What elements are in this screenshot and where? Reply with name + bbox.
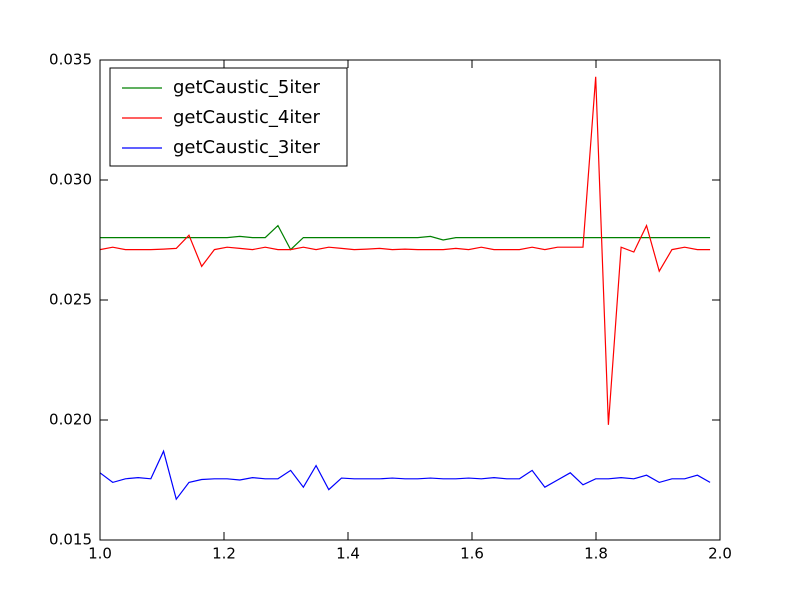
y-tick-label: 0.025 xyxy=(49,291,92,309)
legend-box xyxy=(109,67,348,167)
plot-frame xyxy=(99,59,721,541)
y-tick-label: 0.030 xyxy=(49,171,92,189)
legend-label: getCaustic_5iter xyxy=(173,77,320,98)
data-line xyxy=(99,449,711,501)
x-tick-label: 1.2 xyxy=(212,545,236,563)
y-tick-label: 0.035 xyxy=(49,51,92,69)
data-line xyxy=(100,224,711,251)
data-line xyxy=(99,76,711,425)
legend-label: getCaustic_4iter xyxy=(173,107,320,128)
y-tick-label: 0.015 xyxy=(49,531,92,549)
x-tick-label: 2.0 xyxy=(708,545,732,563)
x-tick-label: 1.8 xyxy=(584,545,608,563)
x-tick-label: 1.4 xyxy=(336,545,360,563)
legend-label: getCaustic_3iter xyxy=(173,137,320,158)
x-tick-label: 1.6 xyxy=(460,545,484,563)
y-tick-label: 0.020 xyxy=(49,411,92,429)
x-tick-label: 1.0 xyxy=(88,545,112,563)
